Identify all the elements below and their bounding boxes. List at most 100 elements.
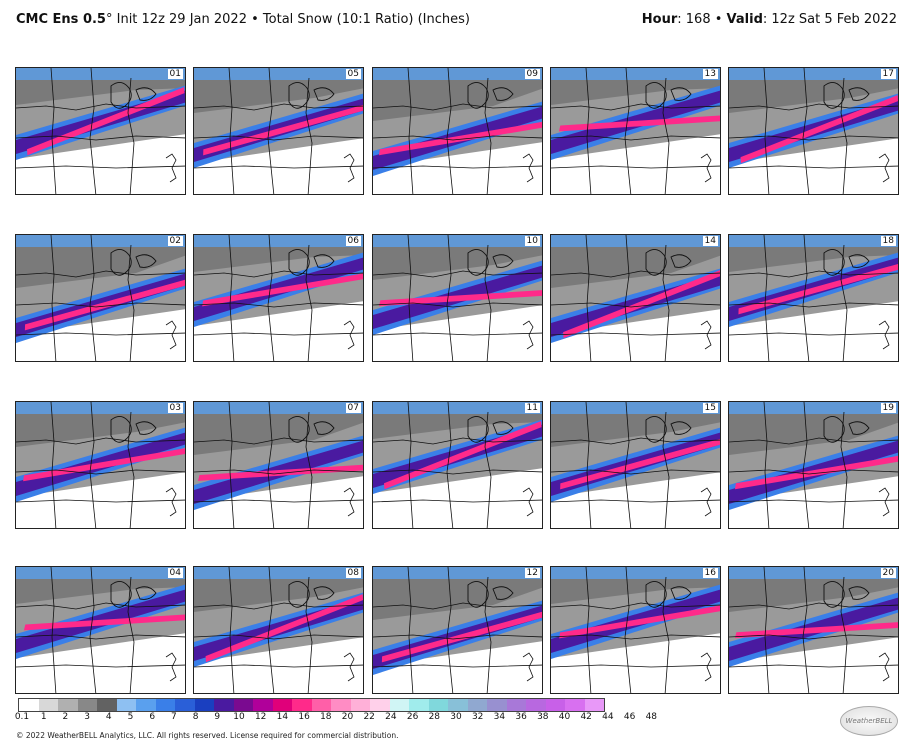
legend-swatch — [292, 699, 312, 711]
member-number: 02 — [167, 236, 183, 246]
ensemble-member-map: 12 — [372, 566, 543, 694]
hour-value: : 168 — [677, 12, 711, 27]
legend-tick-label: 12 — [254, 712, 267, 722]
ensemble-member-map: 11 — [372, 401, 543, 529]
legend-swatch — [116, 699, 136, 711]
snowfall-map-svg — [194, 402, 363, 528]
snowfall-map-svg — [16, 567, 185, 693]
legend-swatch — [175, 699, 195, 711]
snowfall-map-svg — [373, 68, 542, 194]
legend-tick-label: 18 — [320, 712, 332, 722]
valid-value: : 12z Sat 5 Feb 2022 — [762, 12, 897, 27]
ensemble-member-map: 10 — [372, 234, 543, 362]
ensemble-member-map: 16 — [550, 566, 721, 694]
ensemble-member-map: 04 — [15, 566, 186, 694]
legend-tick-label: 22 — [363, 712, 375, 722]
member-number: 17 — [880, 69, 896, 79]
legend-swatch — [272, 699, 292, 711]
ensemble-member-map: 15 — [550, 401, 721, 529]
ensemble-member-map: 03 — [15, 401, 186, 529]
legend-tick-label: 44 — [602, 712, 614, 722]
legend-swatch — [253, 699, 273, 711]
legend-swatch — [487, 699, 507, 711]
legend-tick-label: 28 — [428, 712, 441, 722]
member-number: 13 — [702, 69, 718, 79]
member-number: 07 — [345, 403, 361, 413]
snowfall-map-svg — [373, 402, 542, 528]
legend-swatch — [19, 699, 39, 711]
snowfall-map-svg — [16, 235, 185, 361]
member-number: 20 — [880, 568, 896, 578]
legend-swatch — [311, 699, 331, 711]
member-number: 04 — [167, 568, 183, 578]
legend-swatch — [331, 699, 351, 711]
legend-tick-label: 1 — [40, 712, 47, 722]
member-number: 01 — [167, 69, 183, 79]
snowfall-map-svg — [551, 402, 720, 528]
legend-swatch — [467, 699, 487, 711]
member-number: 10 — [524, 236, 540, 246]
legend-tick-label: 16 — [298, 712, 310, 722]
header: CMC Ens 0.5° Init 12z 29 Jan 2022 • Tota… — [0, 0, 913, 38]
snowfall-map-svg — [729, 567, 898, 693]
legend-swatch — [155, 699, 175, 711]
legend-swatch — [136, 699, 156, 711]
legend-tick-label: 10 — [233, 712, 245, 722]
member-number: 09 — [524, 69, 540, 79]
member-number: 06 — [345, 236, 361, 246]
legend-tick-label: 24 — [385, 712, 397, 722]
legend-tick-label: 2 — [62, 712, 69, 722]
legend-swatch — [448, 699, 468, 711]
snowfall-map-svg — [729, 68, 898, 194]
legend-tick-label: 4 — [105, 712, 112, 722]
legend-swatch — [58, 699, 78, 711]
product-name: Total Snow (10:1 Ratio) (Inches) — [262, 12, 470, 27]
legend-tick-label: 42 — [580, 712, 592, 722]
member-number: 15 — [702, 403, 718, 413]
legend-tick-label: 3 — [84, 712, 90, 722]
bullet: • — [714, 12, 723, 27]
ensemble-member-map: 06 — [193, 234, 364, 362]
legend-tick-label: 36 — [515, 712, 527, 722]
snowfall-map-svg — [194, 567, 363, 693]
legend-tick-label: 48 — [645, 712, 658, 722]
member-number: 19 — [880, 403, 896, 413]
member-number: 14 — [702, 236, 718, 246]
member-number: 11 — [524, 403, 540, 413]
logo-text: WeatherBELL — [845, 717, 893, 725]
legend-swatch — [194, 699, 214, 711]
legend-tick-label: 38 — [537, 712, 549, 722]
legend-swatch — [389, 699, 409, 711]
ensemble-member-map: 18 — [728, 234, 899, 362]
ensemble-member-map: 14 — [550, 234, 721, 362]
legend-swatch — [584, 699, 604, 711]
init-time: Init 12z 29 Jan 2022 — [116, 12, 247, 27]
member-number: 05 — [345, 69, 361, 79]
snowfall-map-svg — [373, 567, 542, 693]
legend-tick-label: 9 — [214, 712, 221, 722]
snowfall-map-svg — [551, 235, 720, 361]
color-legend: 0.1 1 2 3 4 5 6 7 8 9 10 12 14 16 18 20 22 24 26 28 30 32 34 36… — [15, 698, 657, 724]
legend-swatch — [370, 699, 390, 711]
hour-label: Hour — [641, 12, 678, 27]
snowfall-map-svg — [551, 567, 720, 693]
legend-tick-label: 7 — [171, 712, 177, 722]
legend-ticks: 0.1 1 2 3 4 5 6 7 8 9 10 12 14 16 18 20 22 24 26 28 30 32 34 36… — [15, 712, 657, 724]
member-number: 12 — [524, 568, 540, 578]
copyright-footer: © 2022 WeatherBELL Analytics, LLC. All r… — [16, 731, 399, 740]
snowfall-map-svg — [373, 235, 542, 361]
legend-tick-label: 8 — [192, 712, 199, 722]
legend-tick-label: 6 — [149, 712, 156, 722]
legend-tick-label: 30 — [450, 712, 462, 722]
ensemble-member-map: 05 — [193, 67, 364, 195]
snowfall-map-svg — [729, 235, 898, 361]
legend-swatch — [545, 699, 565, 711]
legend-swatch — [428, 699, 448, 711]
legend-tick-label: 40 — [558, 712, 571, 722]
member-number: 18 — [880, 236, 896, 246]
snowfall-map-svg — [729, 402, 898, 528]
snowfall-map-svg — [16, 402, 185, 528]
legend-swatch — [565, 699, 585, 711]
legend-tick-label: 34 — [493, 712, 506, 722]
ensemble-member-map: 19 — [728, 401, 899, 529]
